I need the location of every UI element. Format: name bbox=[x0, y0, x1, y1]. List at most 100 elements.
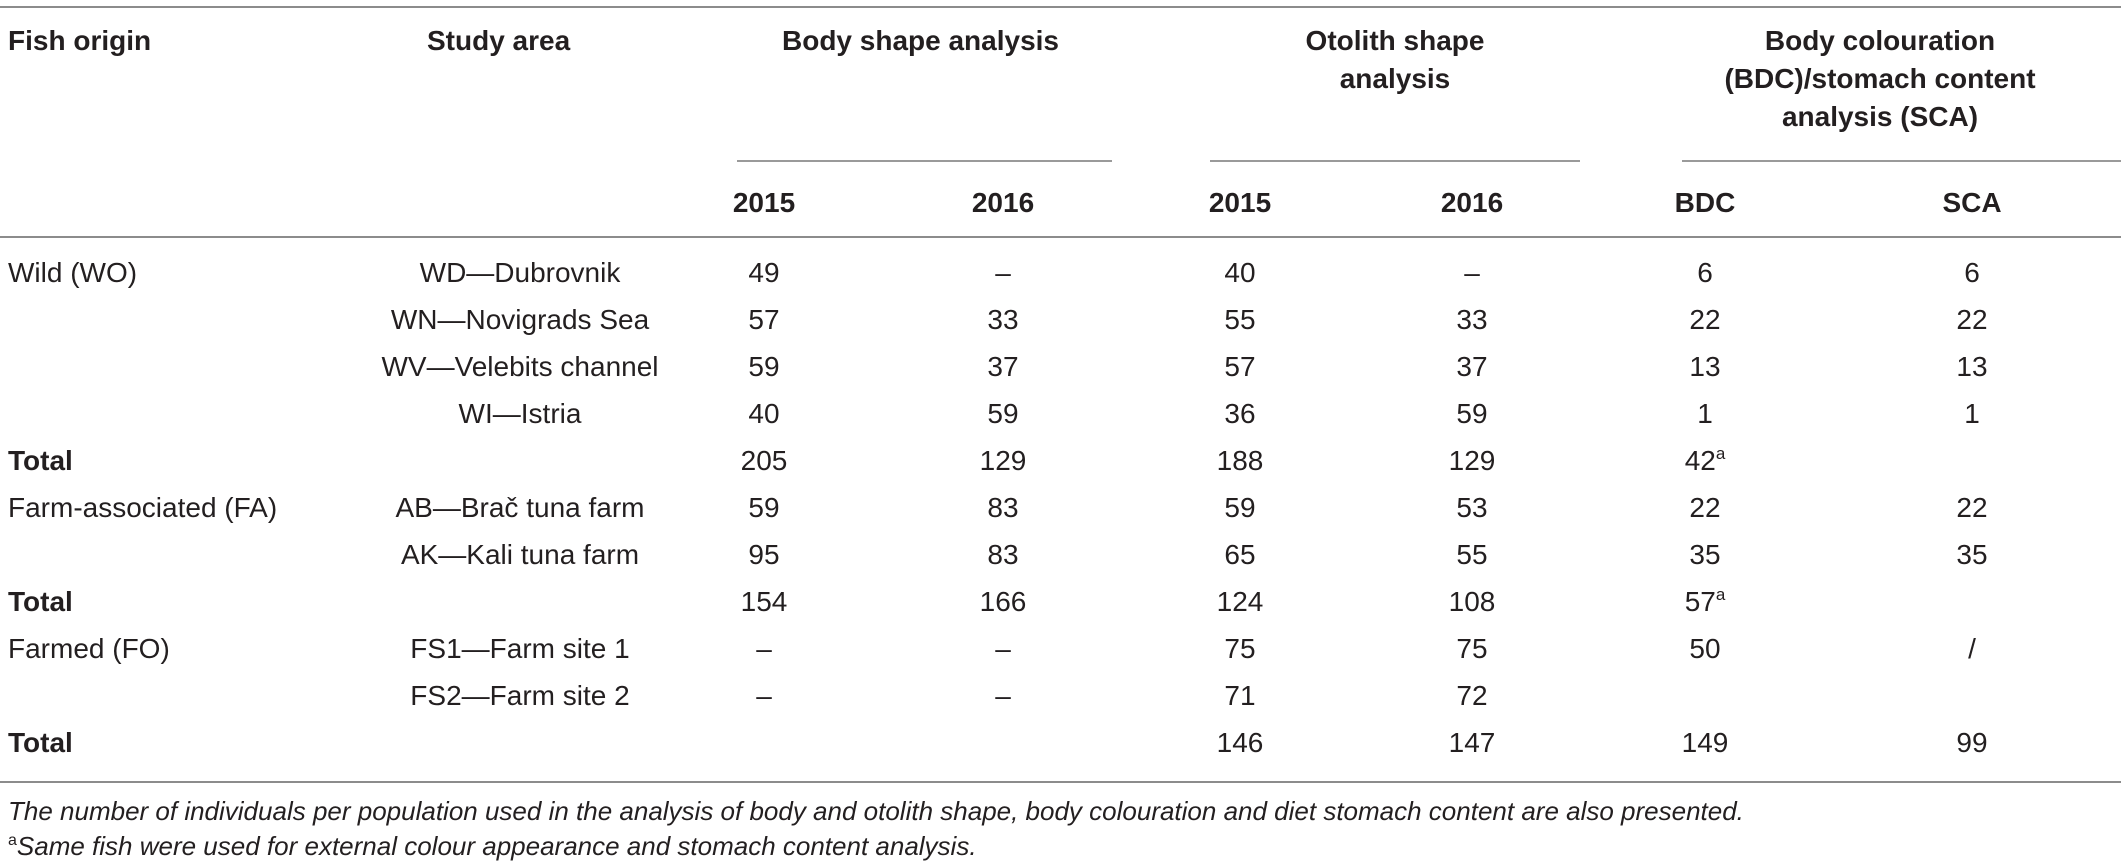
cell-sca: 22 bbox=[1956, 302, 1987, 338]
cell-b15: 59 bbox=[748, 490, 779, 526]
cell-value: 65 bbox=[1224, 539, 1256, 570]
cell-b15: 40 bbox=[748, 396, 779, 432]
cell-value: 188 bbox=[1216, 445, 1264, 476]
cell-value: 83 bbox=[987, 492, 1019, 523]
row-origin: Farm-associated (FA) bbox=[8, 492, 278, 523]
cell-b16: 83 bbox=[987, 490, 1018, 526]
cell-o16: 108 bbox=[1449, 584, 1496, 620]
cell-value: 35 bbox=[1689, 539, 1721, 570]
cell-b16: 129 bbox=[980, 443, 1027, 479]
bdc-span-rule bbox=[1682, 160, 2121, 162]
cell-value: 40 bbox=[748, 398, 780, 429]
cell-value: 37 bbox=[987, 351, 1019, 382]
header-fish-origin: Fish origin bbox=[8, 25, 152, 56]
cell-bdc: 57a bbox=[1685, 584, 1726, 620]
header-otolith: Otolith shape analysis bbox=[1200, 22, 1590, 98]
cell-o15: 59 bbox=[1224, 490, 1255, 526]
cell-value: 37 bbox=[1456, 351, 1488, 382]
footnote-text: Same fish were used for external colour … bbox=[16, 831, 977, 861]
cell-value: 57 bbox=[1224, 351, 1256, 382]
cell-bdc: 1 bbox=[1697, 396, 1713, 432]
cell-value: – bbox=[995, 680, 1011, 711]
cell-sca: / bbox=[1968, 631, 1976, 667]
cell-value: 72 bbox=[1456, 680, 1488, 711]
cell-value: 149 bbox=[1681, 727, 1729, 758]
header-otolith-2015: 2015 bbox=[1208, 187, 1272, 218]
cell-bdc: 22 bbox=[1689, 490, 1720, 526]
header-sca: SCA bbox=[1942, 187, 2002, 218]
cell-value: 22 bbox=[1689, 492, 1721, 523]
cell-value: – bbox=[756, 633, 772, 664]
cell-sca: 99 bbox=[1956, 725, 1987, 761]
cell-b16: – bbox=[995, 255, 1011, 291]
header-bdc-line2: (BDC)/stomach content bbox=[1724, 63, 2036, 94]
row-total-label: Total bbox=[8, 586, 73, 617]
cell-b15: – bbox=[756, 678, 772, 714]
cell-bdc: 149 bbox=[1682, 725, 1729, 761]
cell-value: 22 bbox=[1956, 304, 1988, 335]
cell-value: 129 bbox=[979, 445, 1027, 476]
row-study-area: WN—Novigrads Sea bbox=[390, 304, 650, 335]
header-otolith-line2: analysis bbox=[1339, 63, 1451, 94]
cell-value: 166 bbox=[979, 586, 1027, 617]
cell-b15: 57 bbox=[748, 302, 779, 338]
cell-value: 154 bbox=[740, 586, 788, 617]
cell-o15: 146 bbox=[1217, 725, 1264, 761]
cell-value: 57 bbox=[748, 304, 780, 335]
cell-b16: – bbox=[995, 678, 1011, 714]
cell-b15: 95 bbox=[748, 537, 779, 573]
cell-o15: 71 bbox=[1224, 678, 1255, 714]
row-study-area: WV—Velebits channel bbox=[381, 351, 659, 382]
cell-value: 36 bbox=[1224, 398, 1256, 429]
cell-b16: – bbox=[995, 631, 1011, 667]
cell-o16: 33 bbox=[1456, 302, 1487, 338]
cell-b15: 154 bbox=[741, 584, 788, 620]
table-bottom-rule bbox=[0, 781, 2121, 783]
cell-value: – bbox=[995, 633, 1011, 664]
cell-b16: 83 bbox=[987, 537, 1018, 573]
cell-o15: 75 bbox=[1224, 631, 1255, 667]
header-body-2016: 2016 bbox=[971, 187, 1035, 218]
cell-bdc: 13 bbox=[1689, 349, 1720, 385]
row-study-area: FS1—Farm site 1 bbox=[410, 633, 630, 664]
cell-b15: – bbox=[756, 631, 772, 667]
cell-b15: 59 bbox=[748, 349, 779, 385]
row-total-label: Total bbox=[8, 727, 73, 758]
header-bdc: BDC bbox=[1674, 187, 1736, 218]
table-footnote: aSame fish were used for external colour… bbox=[8, 830, 977, 862]
header-study-area: Study area bbox=[427, 25, 571, 56]
cell-value: 22 bbox=[1956, 492, 1988, 523]
row-study-area: FS2—Farm site 2 bbox=[410, 680, 630, 711]
cell-value: 55 bbox=[1224, 304, 1256, 335]
header-body-shape: Body shape analysis bbox=[782, 25, 1060, 56]
cell-sca: 35 bbox=[1956, 537, 1987, 573]
cell-o16: 75 bbox=[1456, 631, 1487, 667]
cell-value: 13 bbox=[1689, 351, 1721, 382]
header-otolith-line1: Otolith shape bbox=[1305, 25, 1485, 56]
cell-value: 59 bbox=[987, 398, 1019, 429]
cell-value: – bbox=[756, 680, 772, 711]
header-bottom-rule bbox=[0, 236, 2121, 238]
cell-value: 1 bbox=[1964, 398, 1980, 429]
cell-value: 50 bbox=[1689, 633, 1721, 664]
cell-value: 75 bbox=[1224, 633, 1256, 664]
header-bdc-line3: analysis (SCA) bbox=[1781, 101, 1979, 132]
cell-value: 146 bbox=[1216, 727, 1264, 758]
cell-bdc: 35 bbox=[1689, 537, 1720, 573]
cell-value: 59 bbox=[748, 351, 780, 382]
cell-value: 95 bbox=[748, 539, 780, 570]
cell-b15: 205 bbox=[741, 443, 788, 479]
cell-bdc: 42a bbox=[1685, 443, 1726, 479]
cell-value: 53 bbox=[1456, 492, 1488, 523]
cell-b16: 37 bbox=[987, 349, 1018, 385]
cell-value: 147 bbox=[1448, 727, 1496, 758]
cell-value: / bbox=[1968, 633, 1976, 664]
cell-o16: 147 bbox=[1449, 725, 1496, 761]
otolith-span-rule bbox=[1210, 160, 1580, 162]
cell-value: 49 bbox=[748, 257, 780, 288]
cell-value: – bbox=[995, 257, 1011, 288]
cell-value: 40 bbox=[1224, 257, 1256, 288]
cell-value: 129 bbox=[1448, 445, 1496, 476]
cell-value: 108 bbox=[1448, 586, 1496, 617]
cell-footnote-marker: a bbox=[1715, 444, 1726, 463]
